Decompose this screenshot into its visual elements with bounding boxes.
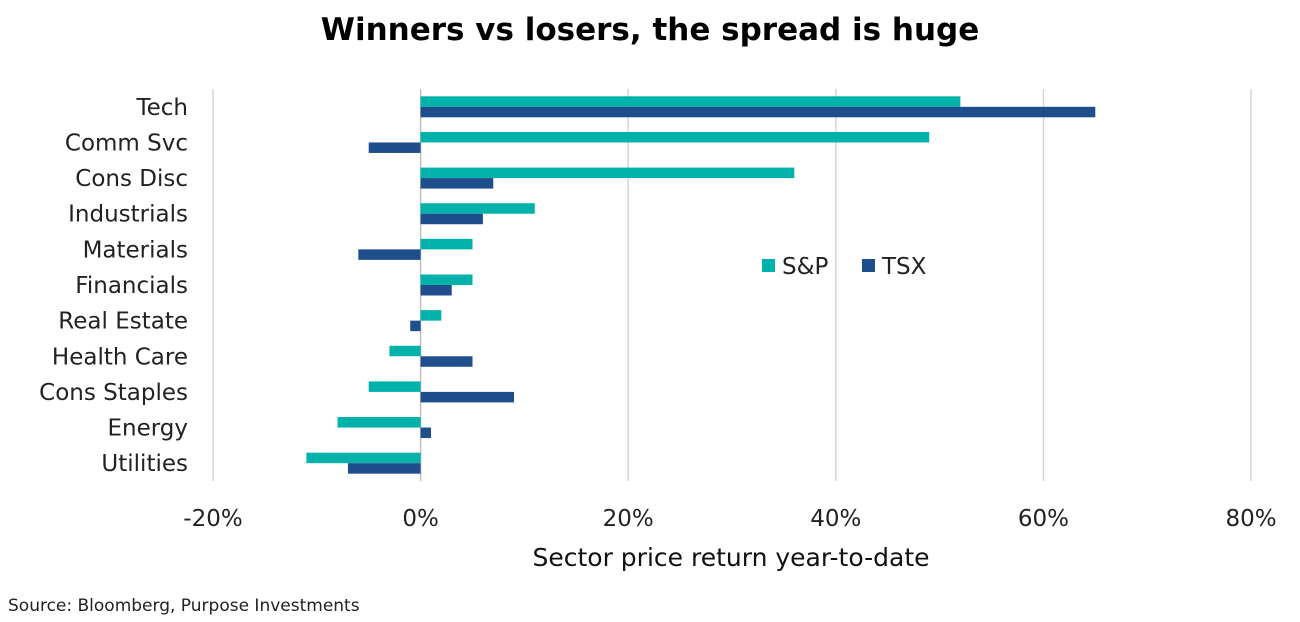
category-label: Real Estate (58, 309, 188, 335)
bar-tsx-cons-disc (420, 178, 494, 189)
bar-sp-tech (420, 96, 961, 107)
legend-swatch-tsx (862, 259, 875, 272)
bar-tsx-comm-svc (368, 142, 421, 153)
gridlines (212, 89, 1252, 481)
category-label: Industrials (68, 202, 188, 228)
bar-tsx-materials (358, 249, 421, 260)
chart-title: Winners vs losers, the spread is huge (321, 12, 979, 48)
x-tick-labels: -20% 0% 20% 40% 60% 80% (183, 506, 1276, 532)
source-note: Source: Bloomberg, Purpose Investments (8, 596, 360, 616)
x-tick-label: 0% (402, 506, 439, 532)
bar-sp-financials (420, 274, 473, 285)
x-tick-label: 80% (1225, 506, 1276, 532)
category-labels: Tech Comm Svc Cons Disc Industrials Material… (39, 95, 188, 477)
bar-sp-industrials (420, 203, 535, 214)
x-tick-label: 40% (810, 506, 861, 532)
bar-sp-cons-staples (368, 381, 421, 392)
category-label: Energy (107, 416, 188, 442)
legend: S&P TSX (762, 254, 927, 280)
category-label: Cons Disc (75, 166, 188, 192)
bar-tsx-industrials (420, 213, 483, 225)
bar-tsx-energy (420, 427, 431, 439)
category-label: Financials (75, 273, 188, 299)
category-label: Cons Staples (39, 380, 188, 406)
bar-tsx-utilities (347, 463, 421, 474)
category-label: Tech (135, 95, 188, 121)
x-axis-label: Sector price return year-to-date (532, 543, 929, 572)
x-tick-label: 20% (603, 506, 654, 532)
bar-sp-cons-disc (420, 167, 795, 179)
category-label: Health Care (52, 344, 188, 370)
bar-sp-materials (420, 238, 473, 250)
bar-tsx-cons-staples (420, 391, 515, 403)
legend-label: TSX (881, 254, 927, 280)
x-tick-label: 60% (1018, 506, 1069, 532)
bar-tsx-health-care (420, 356, 473, 367)
bars (306, 96, 1096, 474)
bar-tsx-financials (420, 285, 452, 296)
bar-sp-real-estate (420, 310, 442, 321)
legend-swatch-sp (762, 259, 775, 272)
legend-label: S&P (782, 254, 829, 280)
bar-sp-comm-svc (420, 131, 930, 143)
category-label: Materials (83, 237, 188, 263)
x-tick-label: -20% (183, 506, 242, 532)
bar-tsx-real-estate (410, 320, 421, 332)
bar-tsx-tech (420, 106, 1096, 118)
category-label: Utilities (101, 451, 188, 477)
category-label: Comm Svc (65, 130, 188, 156)
bar-sp-energy (337, 417, 421, 428)
bar-sp-health-care (389, 345, 421, 357)
bar-sp-utilities (306, 452, 421, 464)
